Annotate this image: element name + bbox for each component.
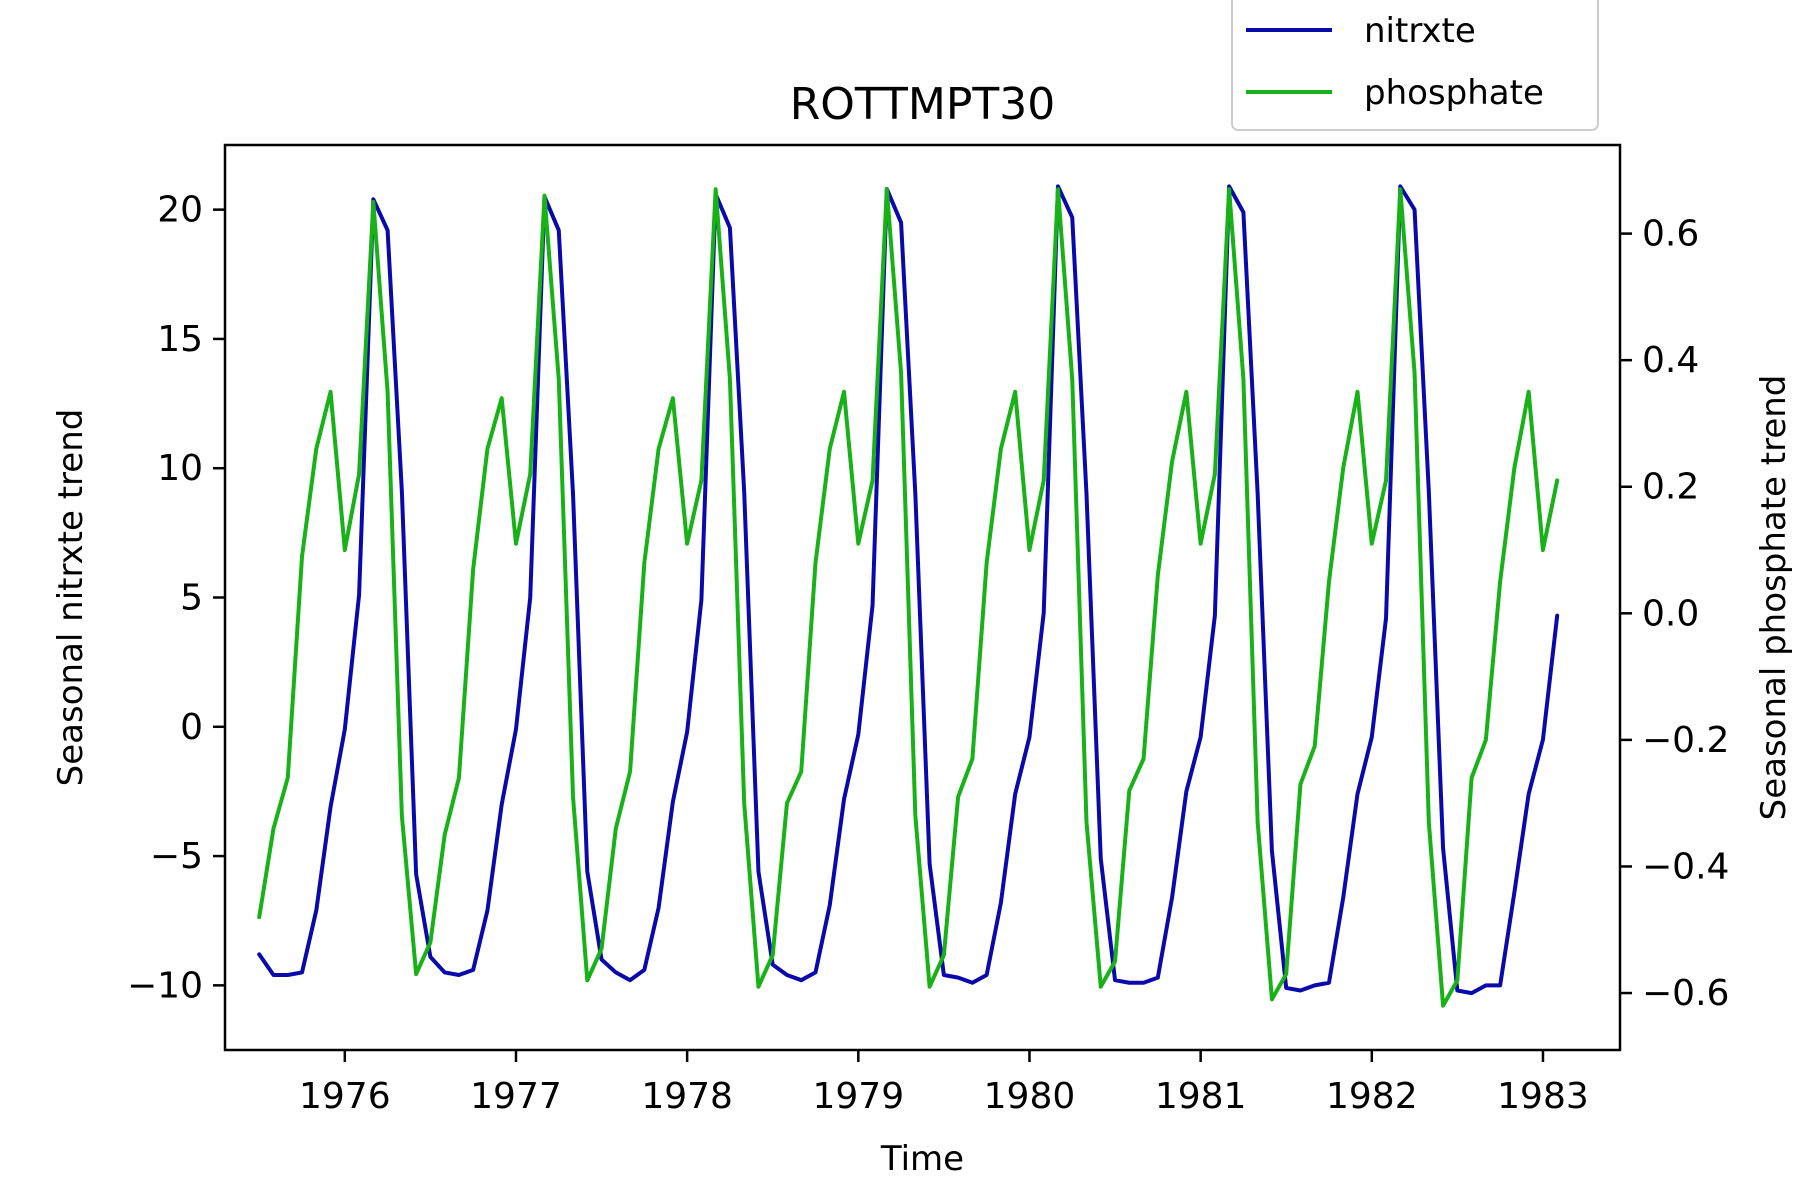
y-right-tick-label: 0.2 [1642, 467, 1699, 508]
y-left-tick-label: 0 [180, 707, 203, 748]
y-left-tick-label: −5 [150, 836, 203, 877]
series-line-phosphate [257, 187, 1560, 1008]
x-tick-label: 1976 [299, 1076, 391, 1117]
legend-label-phosphate: phosphate [1364, 73, 1544, 113]
legend-box [1231, 0, 1599, 131]
y-axis-right: −0.6 −0.4 −0.2 0.0 0.2 0.4 0.6 [1620, 214, 1729, 1014]
y-right-tick-label: −0.6 [1642, 973, 1729, 1014]
chart-title: ROTTMPT30 [790, 79, 1056, 130]
x-tick-label: 1980 [984, 1076, 1076, 1117]
y-right-tick-label: 0.4 [1642, 340, 1699, 381]
y-axis-right-title: Seasonal phosphate trend [1754, 375, 1794, 821]
x-tick-label: 1977 [470, 1076, 562, 1117]
y-right-tick-label: 0.0 [1642, 593, 1699, 634]
y-right-tick-label: −0.4 [1642, 846, 1729, 887]
x-tick-label: 1982 [1326, 1076, 1418, 1117]
y-left-tick-label: −10 [127, 965, 203, 1006]
legend-label-nitrxte: nitrxte [1364, 11, 1476, 51]
x-tick-label: 1983 [1497, 1076, 1589, 1117]
x-tick-label: 1978 [641, 1076, 733, 1117]
y-axis-left-title: Seasonal nitrxte trend [51, 409, 91, 787]
series-line-nitrxte [257, 184, 1560, 996]
y-left-tick-label: 10 [157, 448, 203, 489]
y-right-tick-label: 0.6 [1642, 214, 1699, 255]
legend: nitrxte phosphate [1231, 0, 1599, 131]
x-axis: 1976 1977 1978 1979 1980 1981 1982 1983 [299, 1050, 1589, 1117]
x-tick-label: 1981 [1155, 1076, 1247, 1117]
y-left-tick-label: 5 [180, 578, 203, 619]
plot-area [223, 143, 1622, 1052]
series-layer [257, 184, 1560, 1008]
y-right-tick-label: −0.2 [1642, 720, 1729, 761]
x-axis-title: Time [880, 1139, 964, 1179]
y-axis-left: −10 −5 0 5 10 15 20 [127, 190, 225, 1006]
y-left-tick-label: 20 [157, 190, 203, 231]
y-left-tick-label: 15 [157, 319, 203, 360]
x-tick-label: 1979 [813, 1076, 905, 1117]
